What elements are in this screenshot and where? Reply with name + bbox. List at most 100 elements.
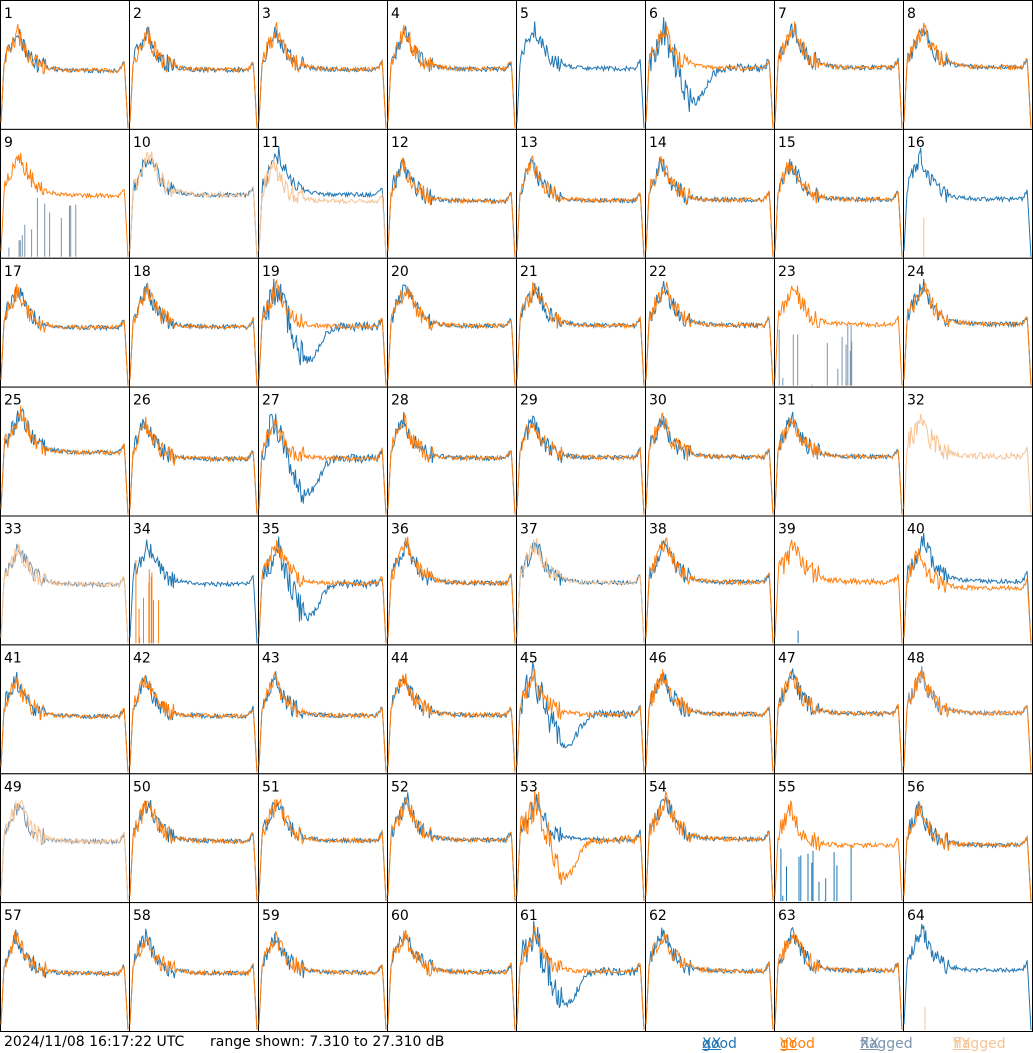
panel-label: 59	[262, 908, 280, 924]
panel-label: 39	[778, 522, 796, 538]
panel-63: 63	[774, 902, 904, 1032]
series-yy-26	[129, 416, 258, 515]
series-yy-38	[645, 537, 774, 644]
panel-frame	[387, 128, 517, 259]
panel-56: 56	[903, 773, 1033, 904]
series-yy-9	[0, 152, 129, 257]
panel-34: 34	[129, 515, 259, 646]
series-yy-56	[903, 803, 1032, 902]
series-xx-11	[258, 146, 387, 257]
series-yy-11	[258, 157, 387, 257]
panel-frame	[645, 902, 775, 1032]
panel-40: 40	[903, 515, 1033, 646]
series-yy-6	[645, 25, 774, 128]
panel-44: 44	[387, 644, 517, 775]
panel-25: 25	[0, 386, 130, 517]
panel-6: 6	[645, 0, 775, 130]
series-yy-46	[645, 668, 774, 773]
panel-frame	[129, 386, 259, 517]
panel-7: 7	[774, 0, 904, 130]
panel-label: 24	[907, 264, 925, 280]
panel-58: 58	[129, 902, 259, 1032]
panel-label: 56	[907, 779, 925, 795]
panel-50: 50	[129, 773, 259, 904]
panel-8: 8	[903, 0, 1033, 130]
panel-frame	[129, 257, 259, 388]
series-yy-52	[387, 796, 516, 902]
series-xx-6	[645, 17, 774, 128]
panel-31: 31	[774, 386, 904, 517]
panel-label: 48	[907, 650, 925, 666]
panel-frame	[774, 128, 904, 259]
series-yy-48	[903, 670, 1032, 773]
series-yy-2	[129, 26, 258, 128]
series-xx-33	[0, 543, 129, 644]
panel-52: 52	[387, 773, 517, 904]
panel-label: 21	[520, 264, 538, 280]
series-yy-8	[903, 22, 1032, 128]
panel-label: 54	[649, 779, 667, 795]
panel-label: 17	[4, 264, 22, 280]
panel-label: 30	[649, 393, 667, 409]
panel-label: 46	[649, 650, 667, 666]
series-yy-12	[387, 157, 516, 257]
panel-label: 63	[778, 908, 796, 924]
panel-33: 33	[0, 515, 130, 646]
panel-frame	[774, 386, 904, 517]
series-yy-27	[258, 419, 387, 515]
series-yy-24	[903, 281, 1032, 386]
panel-label: 40	[907, 522, 925, 538]
panel-frame	[129, 0, 259, 130]
series-yy-18	[129, 282, 258, 386]
panel-frame	[645, 128, 775, 259]
series-yy-42	[129, 675, 258, 773]
series-yy-59	[258, 930, 387, 1031]
panel-22: 22	[645, 257, 775, 388]
panel-frame	[258, 386, 388, 517]
panel-label: 36	[391, 522, 409, 538]
panel-1: 1	[0, 0, 130, 130]
panel-2: 2	[129, 0, 259, 130]
panel-label: 2	[133, 6, 142, 22]
series-yy-21	[516, 281, 645, 386]
panel-label: 20	[391, 264, 409, 280]
series-yy-20	[387, 286, 516, 386]
series-yy-34	[135, 560, 160, 644]
panel-frame	[0, 644, 130, 775]
panel-5: 5	[516, 0, 646, 130]
timestamp: 2024/11/08 16:17:22 UTC	[4, 1034, 185, 1050]
series-xx-57	[0, 929, 129, 1031]
panel-frame	[0, 0, 130, 130]
panel-frame	[129, 902, 259, 1032]
panel-frame	[516, 0, 646, 130]
panel-label: 41	[4, 650, 22, 666]
series-yy-13	[516, 155, 645, 257]
series-yy-44	[387, 673, 516, 773]
panel-frame	[516, 515, 646, 646]
series-xx-53	[516, 793, 645, 902]
panel-32: 32	[903, 386, 1033, 517]
range-shown: range shown: 7.310 to 27.310 dB	[210, 1034, 445, 1050]
panel-frame	[516, 644, 646, 775]
panel-label: 51	[262, 779, 280, 795]
panel-3: 3	[258, 0, 388, 130]
series-xx-16	[903, 147, 1032, 257]
series-yy-28	[387, 412, 516, 515]
panel-23: 23	[774, 257, 904, 388]
series-yy-43	[258, 671, 387, 773]
panel-37: 37	[516, 515, 646, 646]
panel-49: 49	[0, 773, 130, 904]
panel-15: 15	[774, 128, 904, 259]
panel-frame	[645, 386, 775, 517]
panel-frame	[903, 773, 1033, 904]
panel-label: 12	[391, 135, 409, 151]
series-xx-23	[778, 324, 853, 386]
panel-24: 24	[903, 257, 1033, 388]
panel-label: 23	[778, 264, 796, 280]
series-yy-22	[645, 282, 774, 386]
panel-frame	[0, 902, 130, 1032]
series-yy-4	[387, 24, 516, 128]
panel-29: 29	[516, 386, 646, 517]
series-yy-10	[129, 151, 258, 257]
panel-label: 13	[520, 135, 538, 151]
